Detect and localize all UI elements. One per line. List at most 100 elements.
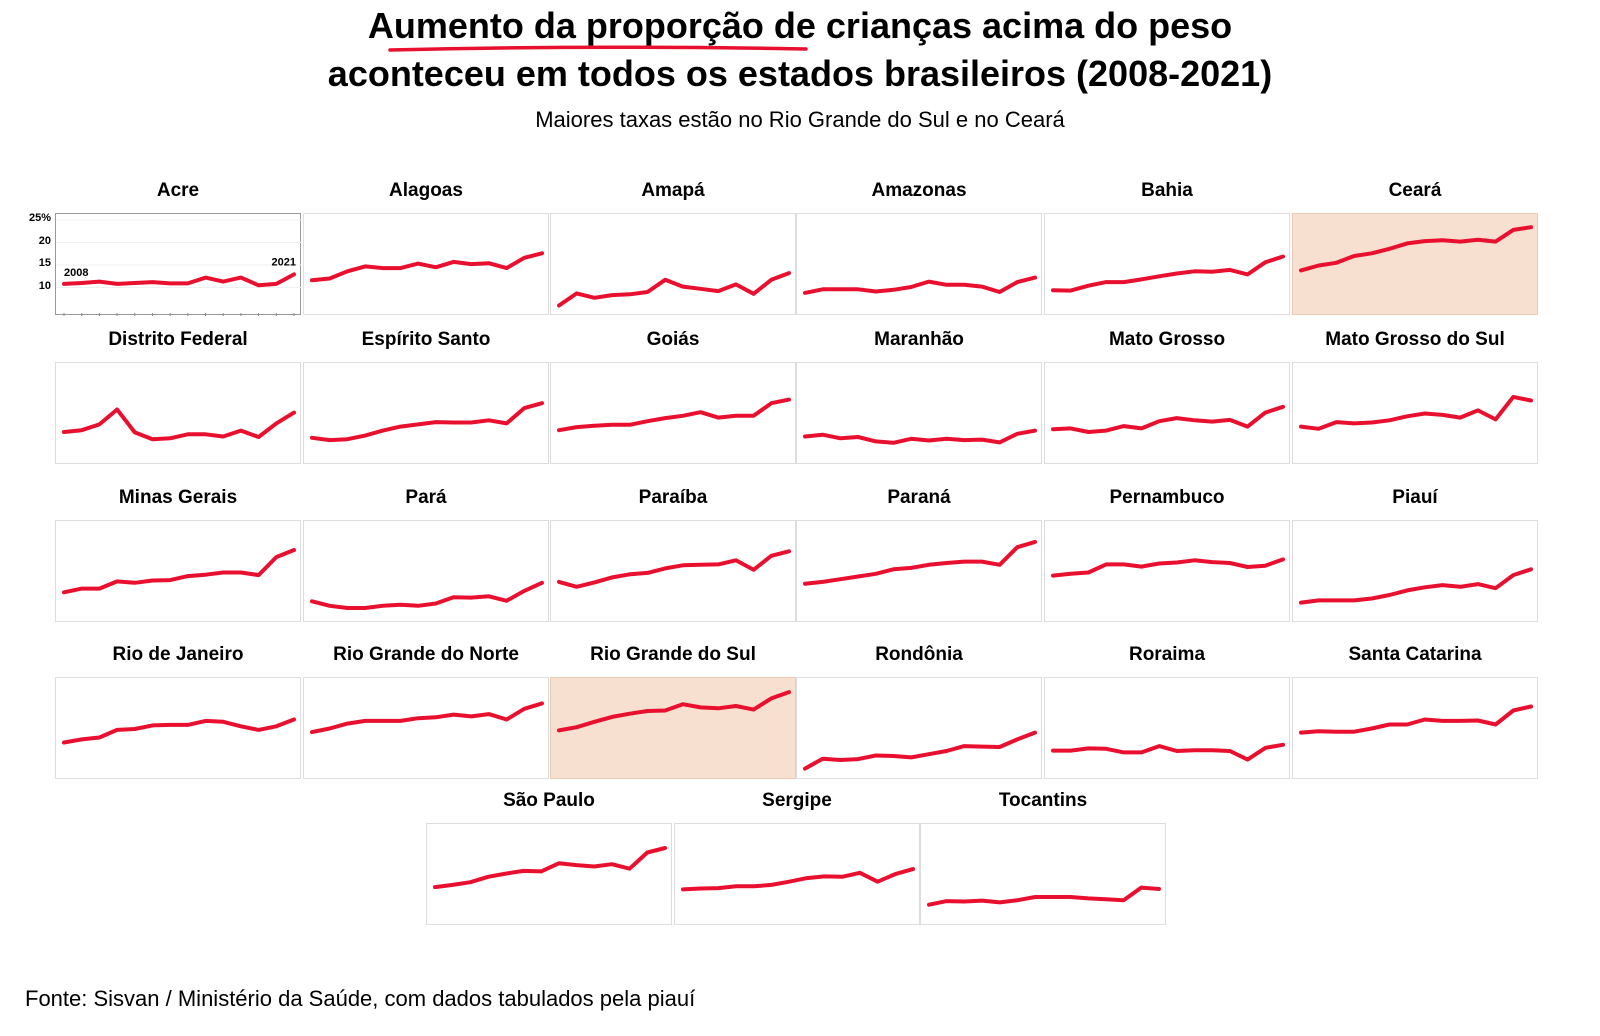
panel-paraiba [550,520,796,622]
end-year-label: 2021 [272,256,296,268]
panel-piaui [1292,520,1538,622]
panel-roraima [1044,677,1290,779]
series-line-espirito-santo [310,401,544,443]
series-line-mato-grosso [1051,404,1285,434]
panel-plot-paraiba [557,549,791,589]
panel-sao-paulo [426,823,672,925]
panel-title-pernambuco: Pernambuco [1109,487,1225,508]
panel-title-bahia: Bahia [1141,180,1193,201]
y-tick-label: 15 [38,257,51,269]
panel-title-goias: Goiás [646,329,700,350]
series-line-sao-paulo [433,846,667,890]
series-line-bahia [1051,254,1285,293]
panel-amazonas [796,213,1042,315]
panel-sergipe [674,823,920,925]
series-line-paraiba [557,549,791,589]
source-note: Fonte: Sisvan / Ministério da Saúde, com… [25,986,696,1011]
panel-plot-minas-gerais [62,548,296,595]
panel-title-sao-paulo: São Paulo [503,790,595,811]
series-line-maranhao [803,428,1037,445]
panel-plot-sergipe [681,867,915,892]
panel-plot-rio-grande-do-norte [310,701,544,735]
y-tick-label: 10 [38,279,51,292]
panel-title-alagoas: Alagoas [389,180,463,201]
chart-title-line-2: aconteceu em todos os estados brasileiro… [327,53,1273,94]
panel-plot-para [310,580,544,610]
chart-subtitle: Maiores taxas estão no Rio Grande do Sul… [535,107,1065,132]
y-tick-label: 20 [38,234,51,247]
panel-title-roraima: Roraima [1128,644,1206,665]
y-tick-label: 25% [28,212,51,224]
panel-rio-de-janeiro [55,677,301,779]
panel-plot-mato-grosso-do-sul [1299,394,1533,431]
series-line-parana [803,539,1037,586]
panel-title-distrito-federal: Distrito Federal [108,329,248,350]
panel-espirito-santo [303,362,549,464]
panel-plot-bahia [1051,254,1285,293]
panel-alagoas [303,213,549,315]
panel-title-mato-grosso: Mato Grosso [1108,329,1226,350]
panel-plot-sao-paulo [433,846,667,890]
series-line-rio-de-janeiro [62,717,296,745]
series-line-roraima [1051,742,1285,762]
series-line-sergipe [681,867,915,892]
panel-plot-rondonia [803,730,1037,771]
panel-mato-grosso-do-sul [1292,362,1538,464]
panel-title-piaui: Piauí [1392,487,1438,508]
panel-plot-espirito-santo [310,401,544,443]
panel-acre: 2008 2021 [55,213,302,316]
panel-title-amazonas: Amazonas [871,180,967,201]
panel-plot-rio-de-janeiro [62,717,296,745]
panel-title-mato-grosso-do-sul: Mato Grosso do Sul [1325,329,1505,350]
panel-tocantins [920,823,1166,925]
panel-title-rio-grande-do-norte: Rio Grande do Norte [333,644,519,665]
panel-rio-grande-do-sul [550,677,796,779]
panel-plot-alagoas [310,251,544,283]
panel-rondonia [796,677,1042,779]
title-underline [388,45,808,52]
series-line-rio-grande-do-norte [310,701,544,735]
panel-distrito-federal [55,362,301,464]
panel-title-sergipe: Sergipe [762,790,832,811]
panel-mato-grosso [1044,362,1290,464]
series-line-goias [557,397,791,433]
panel-plot-goias [557,397,791,433]
panel-title-parana: Paraná [887,487,951,508]
panel-title-tocantins: Tocantins [998,790,1088,811]
panel-parana [796,520,1042,622]
panel-amapa [550,213,796,315]
series-line-distrito-federal [62,407,296,442]
panel-title-maranhao: Maranhão [874,329,964,350]
panel-title-santa-catarina: Santa Catarina [1348,644,1482,665]
panel-plot-acre: 2008 2021 [56,219,302,316]
series-line-acre [62,272,296,288]
panel-plot-amazonas [803,275,1037,295]
chart-title-line-1: Aumento da proporção de crianças acima d… [367,5,1233,46]
panel-goias [550,362,796,464]
panel-plot-roraima [1051,742,1285,762]
series-line-piaui [1299,567,1533,605]
panel-ceara [1292,213,1538,315]
panel-plot-amapa [557,271,791,308]
panel-plot-piaui [1299,567,1533,605]
panel-rio-grande-do-norte [303,677,549,779]
start-year-label: 2008 [64,267,88,279]
series-line-ceara [1299,225,1533,273]
panel-plot-parana [803,539,1037,586]
series-line-para [310,580,544,610]
panel-plot-rio-grande-do-sul [557,690,791,733]
panel-title-rio-grande-do-sul: Rio Grande do Sul [590,644,756,665]
panel-plot-distrito-federal [62,407,296,442]
panel-plot-pernambuco [1051,557,1285,578]
panel-plot-santa-catarina [1299,704,1533,735]
panel-maranhao [796,362,1042,464]
series-line-pernambuco [1051,557,1285,578]
series-line-tocantins [927,885,1161,907]
panel-plot-maranhao [803,428,1037,445]
series-line-alagoas [310,251,544,283]
series-line-rio-grande-do-sul [557,690,791,733]
series-line-mato-grosso-do-sul [1299,394,1533,431]
series-line-santa-catarina [1299,704,1533,735]
series-line-amazonas [803,275,1037,295]
panel-title-para: Pará [405,487,447,508]
